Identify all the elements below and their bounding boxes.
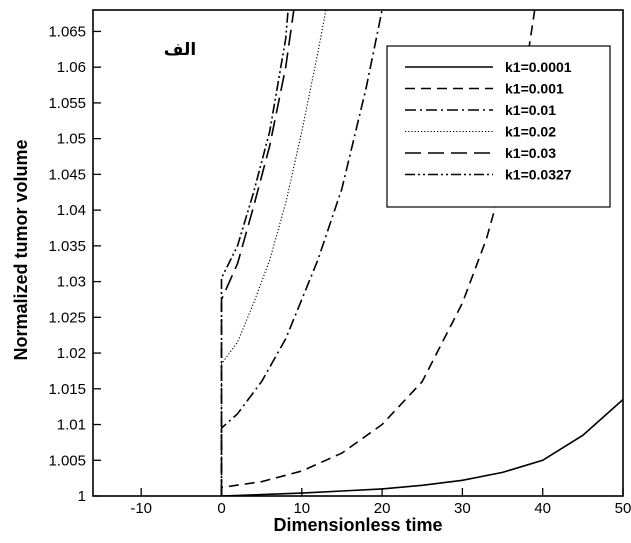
y-tick-label: 1.065 — [48, 23, 86, 40]
x-tick-label: 40 — [534, 500, 551, 517]
y-tick-label: 1.005 — [48, 452, 86, 469]
series-line-1 — [221, 398, 623, 496]
x-axis-title: Dimensionless time — [273, 515, 442, 535]
y-tick-label: 1.03 — [57, 274, 86, 291]
y-tick-label: 1 — [78, 488, 86, 505]
legend-label-2: k1=0.001 — [505, 81, 564, 97]
y-tick-label: 1.02 — [57, 345, 86, 362]
x-tick-label: 10 — [293, 500, 310, 517]
y-tick-label: 1.015 — [48, 381, 86, 398]
y-tick-label: 1.045 — [48, 166, 86, 183]
legend-label-3: k1=0.01 — [505, 102, 556, 118]
series-line-3 — [220, 10, 383, 496]
plot-frame — [92, 9, 624, 497]
legend-label-4: k1=0.02 — [505, 124, 556, 140]
x-tick-label: 30 — [454, 500, 471, 517]
y-tick-label: 1.04 — [57, 202, 86, 219]
x-tick-label: 50 — [615, 500, 631, 517]
series-line-4 — [220, 10, 327, 496]
y-tick-label: 1.01 — [57, 417, 86, 434]
legend-label-5: k1=0.03 — [505, 145, 556, 161]
x-tick-label: 20 — [374, 500, 391, 517]
legend-box — [386, 45, 611, 208]
y-axis: 1 1.005 1.01 1.015 1.02 1.025 1.03 1.035 1.04 1.0… — [48, 23, 101, 505]
legend: k1=0.0001 k1=0.001 k1=0.01 k1=0.02 k1=0.03 k1… — [386, 45, 611, 208]
y-tick-label: 1.06 — [57, 59, 86, 76]
legend-label-1: k1=0.0001 — [505, 59, 572, 75]
x-tick-label: 0 — [217, 500, 225, 517]
y-tick-label: 1.035 — [48, 238, 86, 255]
y-axis-title: Normalized tumor volume — [11, 139, 31, 360]
y-tick-label: 1.025 — [48, 309, 86, 326]
series-line-5 — [220, 10, 295, 496]
x-tick-label: -10 — [130, 500, 152, 517]
y-tick-label: 1.055 — [48, 95, 86, 112]
chart-annotation: الف — [164, 40, 196, 60]
series-line-6 — [220, 10, 289, 496]
y-tick-label: 1.05 — [57, 131, 86, 148]
x-axis: -10 0 10 20 30 40 50 — [130, 488, 631, 517]
legend-label-6: k1=0.0327 — [505, 167, 572, 183]
